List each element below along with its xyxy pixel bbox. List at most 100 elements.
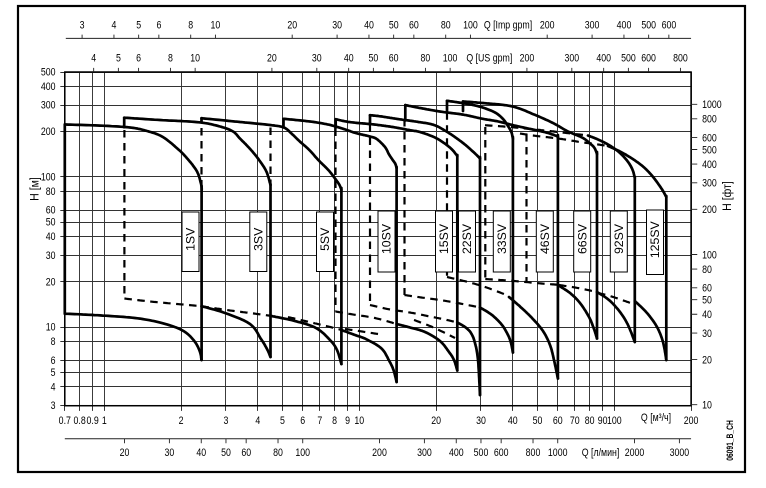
svg-text:2: 2 xyxy=(179,415,184,427)
svg-text:100: 100 xyxy=(443,53,458,65)
svg-text:40: 40 xyxy=(46,231,56,243)
svg-text:400: 400 xyxy=(617,20,632,32)
svg-text:Q [Imp gpm]: Q [Imp gpm] xyxy=(484,20,533,32)
svg-text:200: 200 xyxy=(684,415,699,427)
svg-text:10: 10 xyxy=(702,400,712,412)
svg-text:1000: 1000 xyxy=(548,447,568,459)
svg-text:46SV: 46SV xyxy=(538,223,552,254)
svg-text:50: 50 xyxy=(46,217,56,229)
svg-text:30: 30 xyxy=(165,447,175,459)
svg-text:400: 400 xyxy=(596,53,611,65)
svg-text:6: 6 xyxy=(51,355,56,367)
svg-text:500: 500 xyxy=(41,67,56,79)
svg-text:H [фт]: H [фт] xyxy=(721,181,734,211)
svg-text:40: 40 xyxy=(508,415,518,427)
svg-text:200: 200 xyxy=(41,126,56,138)
svg-text:500: 500 xyxy=(702,145,717,157)
svg-text:Q [US gpm]: Q [US gpm] xyxy=(466,53,512,65)
svg-text:800: 800 xyxy=(702,114,717,126)
svg-text:80: 80 xyxy=(702,264,712,276)
svg-text:8: 8 xyxy=(188,20,193,32)
svg-text:400: 400 xyxy=(702,159,717,171)
svg-text:30: 30 xyxy=(476,415,486,427)
svg-text:22SV: 22SV xyxy=(460,223,474,254)
svg-text:30: 30 xyxy=(46,250,56,262)
svg-text:5: 5 xyxy=(51,367,56,379)
svg-text:60: 60 xyxy=(702,283,712,295)
svg-text:60: 60 xyxy=(241,447,251,459)
svg-text:100: 100 xyxy=(702,250,717,262)
svg-text:4: 4 xyxy=(91,53,96,65)
svg-text:40: 40 xyxy=(364,20,374,32)
svg-text:2000: 2000 xyxy=(625,447,645,459)
svg-text:H [м]: H [м] xyxy=(29,177,42,201)
svg-text:100: 100 xyxy=(295,447,310,459)
svg-text:3000: 3000 xyxy=(670,447,690,459)
svg-text:9: 9 xyxy=(345,415,350,427)
svg-text:8: 8 xyxy=(168,53,173,65)
svg-text:3: 3 xyxy=(224,415,229,427)
svg-text:4: 4 xyxy=(112,20,117,32)
svg-text:20: 20 xyxy=(702,355,712,367)
svg-text:20: 20 xyxy=(120,447,130,459)
svg-text:20: 20 xyxy=(46,277,56,289)
svg-text:800: 800 xyxy=(526,447,541,459)
svg-text:300: 300 xyxy=(702,178,717,190)
svg-text:60: 60 xyxy=(46,205,56,217)
svg-text:60: 60 xyxy=(409,20,419,32)
svg-text:30: 30 xyxy=(702,328,712,340)
svg-text:1: 1 xyxy=(102,415,107,427)
svg-text:125SV: 125SV xyxy=(648,220,662,258)
svg-text:800: 800 xyxy=(673,53,688,65)
svg-text:400: 400 xyxy=(449,447,464,459)
svg-text:100: 100 xyxy=(607,415,622,427)
svg-text:70: 70 xyxy=(570,415,580,427)
svg-text:600: 600 xyxy=(641,53,656,65)
svg-text:1000: 1000 xyxy=(702,99,722,111)
svg-text:80: 80 xyxy=(46,186,56,198)
svg-text:15SV: 15SV xyxy=(437,223,451,254)
svg-text:3: 3 xyxy=(51,400,56,412)
svg-text:600: 600 xyxy=(702,133,717,145)
svg-text:40: 40 xyxy=(702,309,712,321)
svg-text:66SV: 66SV xyxy=(575,223,589,254)
svg-text:200: 200 xyxy=(540,20,555,32)
svg-text:600: 600 xyxy=(662,20,677,32)
svg-text:40: 40 xyxy=(344,53,354,65)
svg-text:7: 7 xyxy=(317,415,322,427)
svg-text:50: 50 xyxy=(369,53,379,65)
svg-text:0.8: 0.8 xyxy=(73,415,86,427)
svg-text:50: 50 xyxy=(533,415,543,427)
svg-text:20: 20 xyxy=(431,415,441,427)
svg-text:10: 10 xyxy=(354,415,364,427)
svg-text:40: 40 xyxy=(196,447,206,459)
svg-text:60: 60 xyxy=(553,415,563,427)
svg-text:5SV: 5SV xyxy=(318,227,332,251)
svg-text:500: 500 xyxy=(474,447,489,459)
svg-text:300: 300 xyxy=(417,447,432,459)
svg-text:4: 4 xyxy=(51,382,56,394)
svg-text:0.7: 0.7 xyxy=(59,415,72,427)
svg-text:50: 50 xyxy=(702,295,712,307)
svg-text:90: 90 xyxy=(598,415,608,427)
svg-text:5: 5 xyxy=(116,53,121,65)
svg-text:6: 6 xyxy=(156,20,161,32)
svg-text:200: 200 xyxy=(372,447,387,459)
svg-text:200: 200 xyxy=(520,53,535,65)
svg-text:80: 80 xyxy=(273,447,283,459)
svg-text:80: 80 xyxy=(421,53,431,65)
svg-text:20: 20 xyxy=(267,53,277,65)
svg-text:Q [л/мин]: Q [л/мин] xyxy=(582,447,620,459)
svg-text:8: 8 xyxy=(51,336,56,348)
svg-text:5: 5 xyxy=(280,415,285,427)
svg-text:6: 6 xyxy=(136,53,141,65)
svg-text:06091_B_CH: 06091_B_CH xyxy=(725,420,735,461)
svg-text:100: 100 xyxy=(41,172,56,184)
svg-text:6: 6 xyxy=(300,415,305,427)
svg-text:50: 50 xyxy=(221,447,231,459)
svg-text:10: 10 xyxy=(190,53,200,65)
svg-text:30: 30 xyxy=(312,53,322,65)
svg-text:3SV: 3SV xyxy=(251,227,265,251)
svg-text:80: 80 xyxy=(441,20,451,32)
svg-text:33SV: 33SV xyxy=(495,223,509,254)
